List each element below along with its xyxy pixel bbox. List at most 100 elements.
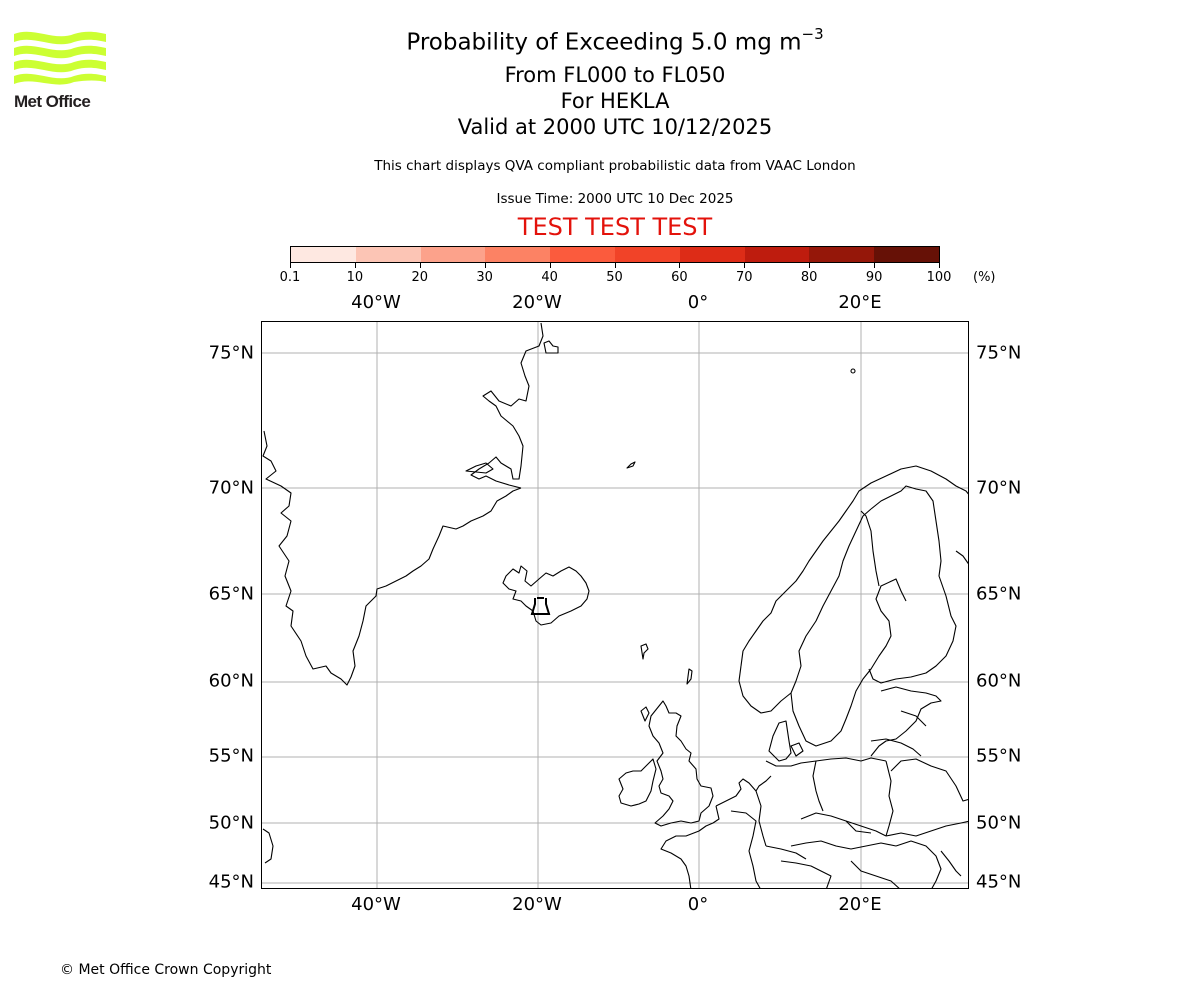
colorbar-tick-label: 40 — [541, 270, 558, 285]
coastline-greenland-east — [470, 322, 544, 489]
colorbar-segment — [420, 247, 486, 262]
chart-description: This chart displays QVA compliant probab… — [374, 158, 856, 174]
border-latvia-lithuania — [870, 738, 922, 757]
coastline-great-britain — [648, 700, 714, 827]
valid-time: Valid at 2000 UTC 10/12/2025 — [457, 115, 773, 139]
border-finland-sweden — [860, 510, 880, 587]
coastline-baltics — [870, 686, 942, 757]
lat-label-left-45n: 45°N — [208, 871, 254, 893]
colorbar-tick-mark — [809, 263, 811, 268]
border-switzerland — [765, 845, 807, 860]
coastline-benelux — [715, 775, 772, 807]
lat-label-left-75n: 75°N — [208, 342, 254, 364]
colorbar-tick-mark — [484, 263, 486, 268]
volcano-name: For HEKLA — [560, 89, 670, 113]
chart-title: Probability of Exceeding 5.0 mg m−3 — [0, 25, 1200, 56]
lat-label-right-70n: 70°N — [976, 477, 1022, 499]
colorbar-segment — [550, 247, 615, 262]
colorbar-segment — [744, 247, 810, 262]
coastline-shetland — [686, 668, 693, 685]
test-banner: TEST TEST TEST — [517, 213, 713, 241]
colorbar-tick-mark — [614, 263, 616, 268]
lon-label-top-0: 0° — [687, 292, 709, 313]
probability-colorbar — [290, 246, 940, 263]
coastline-baffin — [262, 828, 274, 864]
coastline-greenland-west — [262, 430, 522, 686]
border-germany-west — [755, 790, 767, 847]
border-balkans — [850, 860, 900, 888]
colorbar-tick-label: 30 — [476, 270, 493, 285]
colorbar-segment — [809, 247, 875, 262]
chart-title-superscript: −3 — [801, 25, 824, 43]
border-estonia-latvia — [900, 710, 927, 727]
lon-label-top-20e: 20°E — [838, 292, 882, 313]
colorbar-tick-mark — [679, 263, 681, 268]
coastline-bear-island — [850, 368, 856, 374]
border-germany-poland — [812, 760, 824, 812]
border-czech — [800, 812, 887, 837]
colorbar-tick-mark — [549, 263, 551, 268]
lat-label-left-70n: 70°N — [208, 477, 254, 499]
colorbar-tick-mark — [290, 263, 291, 268]
issue-time: Issue Time: 2000 UTC 10 Dec 2025 — [496, 191, 734, 207]
coastline-greenland-fjord — [465, 462, 494, 474]
lat-label-right-45n: 45°N — [976, 871, 1022, 893]
coastline-ireland — [618, 758, 657, 807]
flight-level-range: From FL000 to FL050 — [504, 63, 726, 87]
map-panel[interactable] — [261, 321, 969, 889]
colorbar-tick-label: 10 — [346, 270, 364, 285]
border-belarus — [890, 758, 968, 802]
chart-title-text: Probability of Exceeding 5.0 mg m — [406, 29, 802, 56]
colorbar-segment — [355, 247, 421, 262]
met-office-logo: Met Office — [14, 30, 110, 112]
colorbar-segment — [679, 247, 745, 262]
colorbar-unit: (%) — [973, 270, 996, 285]
coastline-germany-poland — [765, 757, 887, 767]
border-romania — [895, 840, 942, 888]
coastline-denmark-islands — [790, 742, 804, 757]
colorbar-segment — [485, 247, 551, 262]
lat-label-left-60n: 60°N — [208, 670, 254, 692]
coastline-france — [660, 830, 700, 888]
border-norway-sweden — [790, 508, 872, 694]
lon-label-top-20w: 20°W — [512, 292, 562, 313]
copyright-notice: © Met Office Crown Copyright — [60, 962, 272, 978]
colorbar-segment — [614, 247, 680, 262]
border-france — [730, 810, 761, 888]
colorbar-tick-label: 80 — [800, 270, 818, 285]
coastline-iceland — [502, 565, 590, 626]
colorbar-tick-label: 100 — [926, 270, 952, 285]
coastline-kola — [955, 550, 968, 565]
coastline-norway — [740, 465, 968, 667]
colorbar-tick-label: 50 — [606, 270, 623, 285]
border-moldova — [940, 850, 962, 877]
met-office-waves-logo-icon — [14, 31, 106, 85]
lon-label-bottom-20w: 20°W — [512, 894, 562, 915]
border-slovakia — [845, 820, 872, 834]
lon-label-top-40w: 40°W — [351, 292, 401, 313]
colorbar-segment — [291, 247, 356, 262]
border-ukraine — [885, 820, 968, 837]
lat-label-left-55n: 55°N — [208, 745, 254, 767]
lat-label-left-50n: 50°N — [208, 812, 254, 834]
coastline-france-channel — [698, 805, 720, 832]
coastline-norway-south — [738, 665, 792, 714]
lat-label-right-75n: 75°N — [976, 342, 1022, 364]
colorbar-tick-label: 70 — [736, 270, 753, 285]
colorbar-tick-label: 90 — [865, 270, 883, 285]
colorbar-tick-label: 60 — [671, 270, 688, 285]
colorbar-tick-mark — [744, 263, 746, 268]
coastline-denmark — [768, 720, 792, 762]
lat-label-right-60n: 60°N — [976, 670, 1022, 692]
coastline-hebrides — [640, 706, 650, 722]
lat-label-left-65n: 65°N — [208, 583, 254, 605]
lon-label-bottom-40w: 40°W — [351, 894, 401, 915]
lon-label-bottom-0: 0° — [687, 894, 709, 915]
colorbar-tick-mark — [874, 263, 876, 268]
coastline-jan-mayen — [626, 461, 636, 469]
colorbar-tick-mark — [354, 263, 356, 268]
map-canvas — [262, 322, 968, 888]
colorbar-tick-mark — [939, 263, 940, 268]
border-finland — [868, 485, 957, 684]
coastline-greenland-island — [543, 340, 559, 354]
